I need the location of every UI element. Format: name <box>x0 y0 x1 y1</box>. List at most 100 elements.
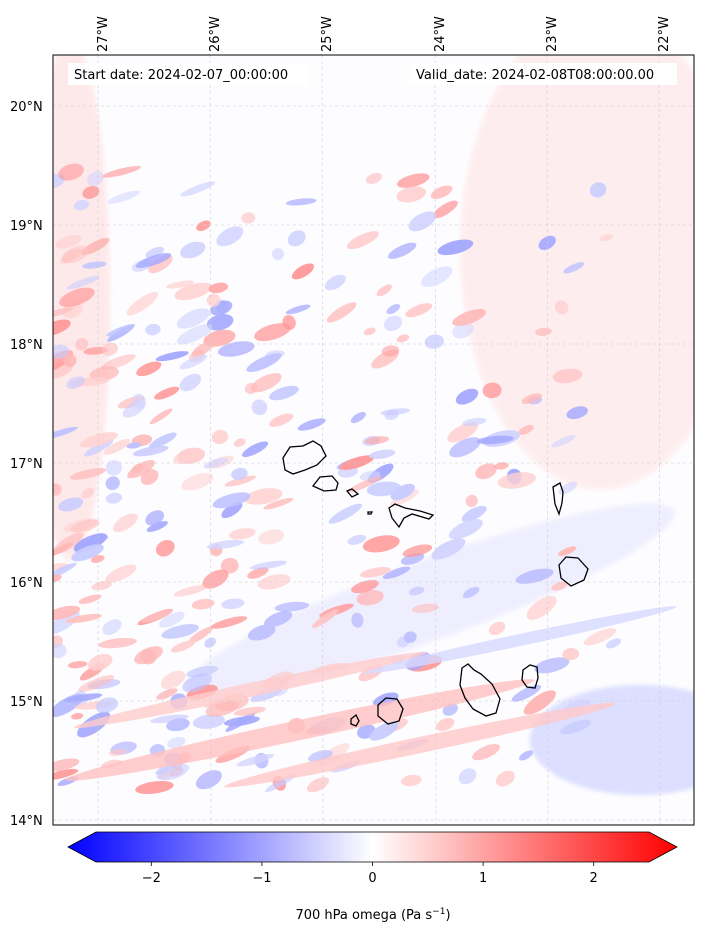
omega-descent-blob <box>105 492 123 504</box>
wash-sw-band <box>185 503 675 697</box>
omega-ascent-blob <box>82 185 100 199</box>
omega-descent-blob <box>452 322 474 339</box>
omega-ascent-blob <box>55 234 82 249</box>
omega-band <box>363 606 677 674</box>
omega-ascent-blob <box>136 361 162 377</box>
omega-ascent-blob <box>63 354 77 368</box>
omega-ascent-blob <box>67 661 88 669</box>
omega-ascent-blob <box>53 768 79 781</box>
colorbar-tick-label: −2 <box>142 871 161 886</box>
omega-ascent-blob <box>126 292 159 316</box>
omega-ascent-blob <box>430 185 453 199</box>
omega-ascent-blob <box>196 220 211 232</box>
omega-ascent-blob <box>447 422 479 443</box>
lon-label-22w: 22°W <box>657 16 672 52</box>
colorbar-label: 700 hPa omega (Pa s−1) <box>295 907 450 923</box>
omega-descent-blob <box>180 181 216 197</box>
omega-descent-blob <box>145 246 165 258</box>
omega-descent-blob <box>63 693 103 703</box>
island-sao-vicente <box>311 475 339 492</box>
omega-descent-blob <box>126 442 142 449</box>
omega-descent-blob <box>559 719 592 735</box>
omega-ascent-blob <box>250 373 282 393</box>
omega-ascent-blob <box>363 327 376 336</box>
omega-descent-blob <box>212 492 251 509</box>
island-santiago <box>459 663 501 717</box>
omega-ascent-blob <box>108 748 127 756</box>
omega-ascent-blob <box>397 173 430 188</box>
omega-ascent-blob <box>291 263 315 280</box>
omega-descent-blob <box>231 467 248 480</box>
omega-descent-blob <box>217 341 255 357</box>
omega-descent-blob <box>107 190 140 204</box>
omega-descent-blob <box>221 501 243 519</box>
omega-descent-blob <box>53 643 67 659</box>
omega-ascent-blob <box>101 354 136 370</box>
omega-ascent-blob <box>141 609 174 623</box>
coastlines <box>282 440 589 727</box>
omega-ascent-blob <box>244 382 258 395</box>
omega-ascent-blob <box>396 186 426 203</box>
omega-ascent-blob <box>58 163 84 181</box>
omega-descent-blob <box>53 562 77 580</box>
omega-descent-blob <box>383 315 403 331</box>
omega-descent-blob <box>408 211 436 232</box>
omega-descent-blob <box>150 714 189 724</box>
omega-ascent-blob <box>53 542 73 558</box>
omega-ascent-blob <box>53 758 80 772</box>
omega-ascent-blob <box>228 528 256 540</box>
omega-band <box>224 702 616 788</box>
omega-ascent-blob <box>53 605 81 621</box>
omega-ascent-blob <box>526 595 557 620</box>
valid-date-label: Valid_date: 2024-02-08T08:00:00.00 <box>416 68 654 83</box>
omega-ascent-blob <box>351 580 379 594</box>
colorbar-label-exponent: −1 <box>432 907 445 917</box>
omega-ascent-blob <box>149 408 173 425</box>
omega-descent-blob <box>204 637 216 648</box>
omega-ascent-blob <box>174 282 212 301</box>
omega-descent-blob <box>102 619 122 635</box>
omega-descent-blob <box>324 274 346 291</box>
longitude-labels: 27°W 26°W 25°W 24°W 23°W 22°W <box>96 16 672 52</box>
omega-descent-blob <box>206 314 234 331</box>
omega-descent-blob <box>563 262 585 274</box>
omega-ascent-blob <box>247 567 269 579</box>
omega-ascent-blob <box>518 424 534 435</box>
omega-ascent-blob <box>98 637 137 649</box>
omega-descent-blob <box>132 393 147 409</box>
omega-ascent-blob <box>432 200 458 219</box>
lat-label-20n: 20°N <box>10 100 43 115</box>
omega-descent-blob <box>369 449 396 459</box>
omega-ascent-blob <box>411 603 439 613</box>
omega-descent-blob <box>71 544 104 562</box>
omega-ascent-blob <box>210 616 248 629</box>
island-brava <box>350 713 360 727</box>
omega-ascent-blob <box>53 483 62 496</box>
omega-descent-blob <box>515 568 554 584</box>
island-sao-nicolau <box>388 503 435 529</box>
omega-descent-blob <box>455 388 479 405</box>
omega-descent-blob <box>58 497 84 512</box>
omega-descent-blob <box>186 665 219 678</box>
omega-descent-blob <box>192 714 226 729</box>
latitude-labels: 20°N 19°N 18°N 17°N 16°N 15°N 14°N <box>10 100 43 829</box>
omega-descent-blob <box>73 199 90 211</box>
island-fogo <box>377 697 404 725</box>
omega-ascent-blob <box>173 449 203 465</box>
omega-ascent-blob <box>191 340 215 357</box>
omega-descent-blob <box>241 441 269 458</box>
lat-label-16n: 16°N <box>10 576 43 591</box>
omega-ascent-blob <box>254 323 291 342</box>
omega-ascent-blob <box>71 712 84 720</box>
omega-descent-blob <box>297 418 326 431</box>
omega-ascent-blob <box>91 580 112 591</box>
omega-descent-blob <box>145 323 161 336</box>
omega-descent-blob <box>66 275 101 290</box>
omega-descent-blob <box>161 624 199 639</box>
omega-descent-blob <box>73 533 108 553</box>
omega-descent-blob <box>86 171 104 187</box>
omega-ascent-blob <box>220 557 239 574</box>
lon-label-27w: 27°W <box>96 16 111 52</box>
gridlines <box>53 54 694 826</box>
